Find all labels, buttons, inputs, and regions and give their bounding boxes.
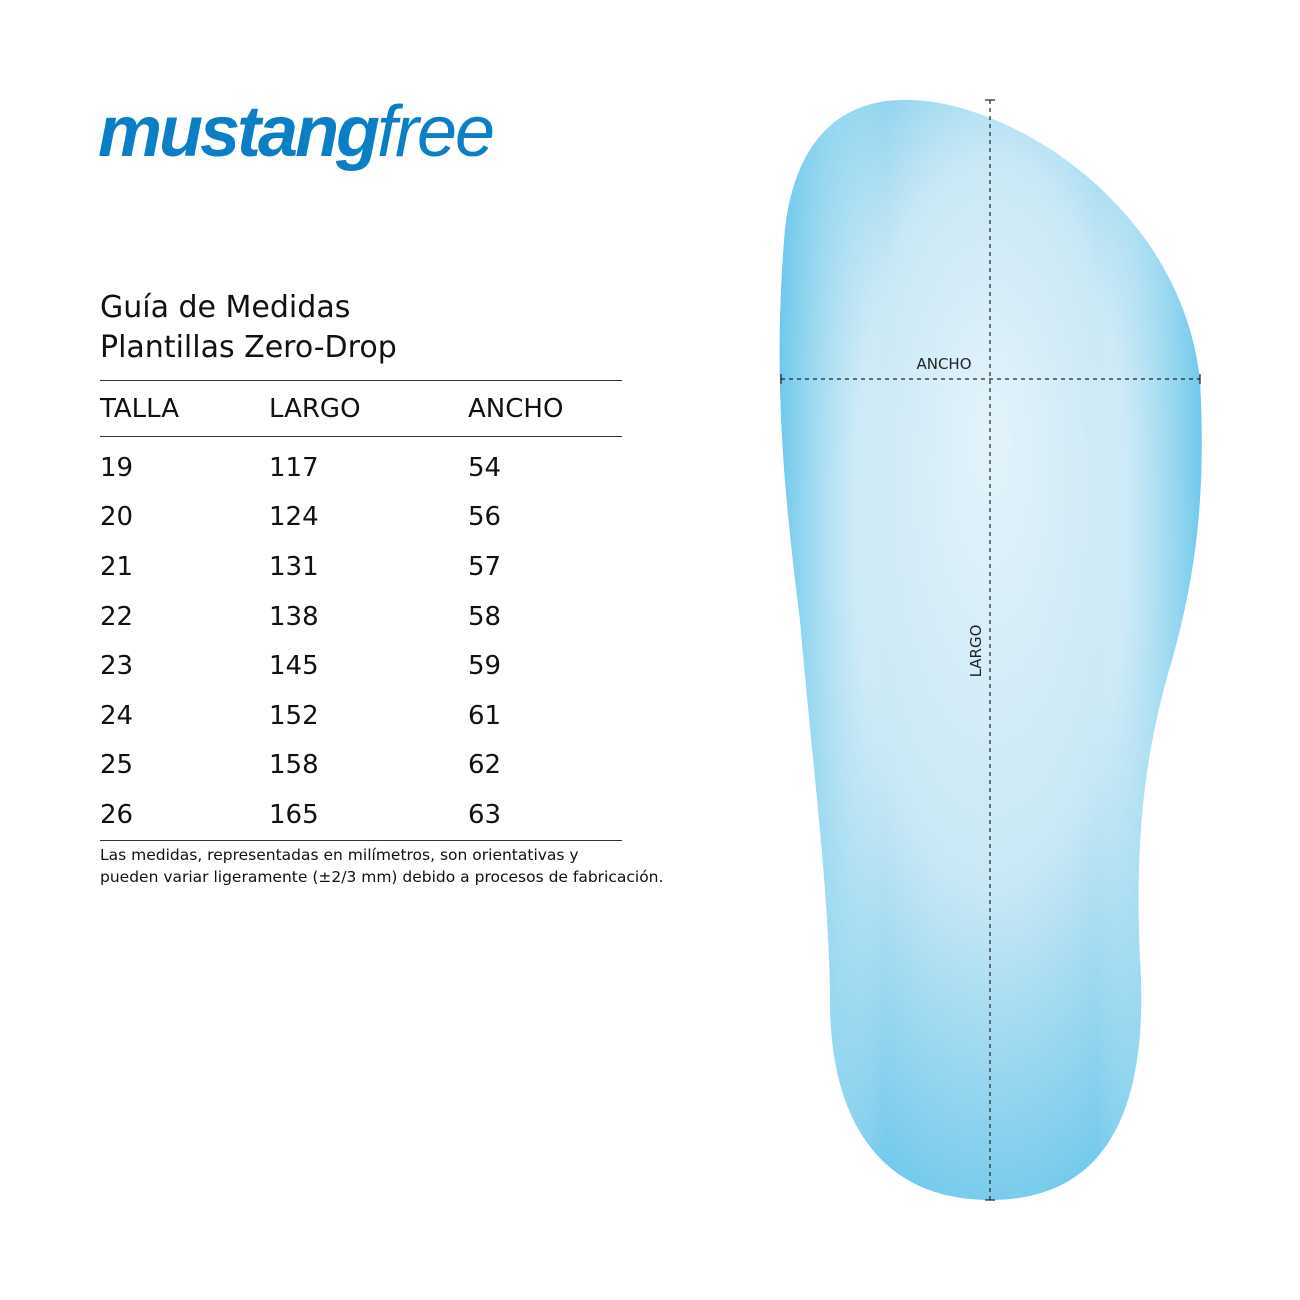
cell-largo: 158 xyxy=(269,750,319,781)
cell-ancho: 58 xyxy=(468,601,502,632)
table-row: 26 165 63 xyxy=(100,790,622,840)
page-title: Guía de Medidas Plantillas Zero-Drop xyxy=(100,288,397,368)
table-row: 20 124 56 xyxy=(100,493,622,543)
table-header: TALLA LARGO ANCHO xyxy=(100,380,622,437)
length-label: LARGO xyxy=(967,625,985,678)
table-row: 19 117 54 xyxy=(100,437,622,493)
header-largo: LARGO xyxy=(269,393,361,424)
width-label: ANCHO xyxy=(916,355,971,373)
cell-ancho: 62 xyxy=(468,750,502,781)
table-row: 21 131 57 xyxy=(100,542,622,592)
cell-talla: 26 xyxy=(100,799,134,830)
table-row: 25 158 62 xyxy=(100,741,622,791)
cell-largo: 124 xyxy=(269,502,319,533)
cell-talla: 23 xyxy=(100,651,134,682)
cell-ancho: 61 xyxy=(468,700,502,731)
cell-talla: 19 xyxy=(100,452,134,483)
cell-largo: 131 xyxy=(269,551,319,582)
header-ancho: ANCHO xyxy=(468,393,564,424)
title-line1: Guía de Medidas xyxy=(100,290,351,325)
logo-light: free xyxy=(377,92,495,172)
cell-talla: 25 xyxy=(100,750,134,781)
cell-talla: 20 xyxy=(100,502,134,533)
cell-largo: 117 xyxy=(269,452,319,483)
cell-talla: 21 xyxy=(100,551,134,582)
footnote-line2: pueden variar ligeramente (±2/3 mm) debi… xyxy=(100,868,664,886)
footnote: Las medidas, representadas en milímetros… xyxy=(100,844,663,888)
header-talla: TALLA xyxy=(100,393,180,424)
cell-largo: 165 xyxy=(269,799,319,830)
brand-logo: mustangfree xyxy=(98,92,495,172)
cell-talla: 22 xyxy=(100,601,134,632)
footnote-line1: Las medidas, representadas en milímetros… xyxy=(100,846,579,864)
table-row: 22 138 58 xyxy=(100,592,622,642)
cell-ancho: 59 xyxy=(468,651,502,682)
cell-ancho: 54 xyxy=(468,452,502,483)
cell-ancho: 63 xyxy=(468,799,502,830)
cell-largo: 145 xyxy=(269,651,319,682)
size-table: TALLA LARGO ANCHO 19 117 54 20 124 56 21 131 57 2… xyxy=(100,380,622,841)
table-row: 23 145 59 xyxy=(100,641,622,691)
title-line2: Plantillas Zero-Drop xyxy=(100,330,397,365)
cell-largo: 138 xyxy=(269,601,319,632)
cell-ancho: 56 xyxy=(468,502,502,533)
cell-largo: 152 xyxy=(269,700,319,731)
cell-talla: 24 xyxy=(100,700,134,731)
cell-ancho: 57 xyxy=(468,551,502,582)
table-row: 24 152 61 xyxy=(100,691,622,741)
logo-bold: mustang xyxy=(98,92,380,172)
